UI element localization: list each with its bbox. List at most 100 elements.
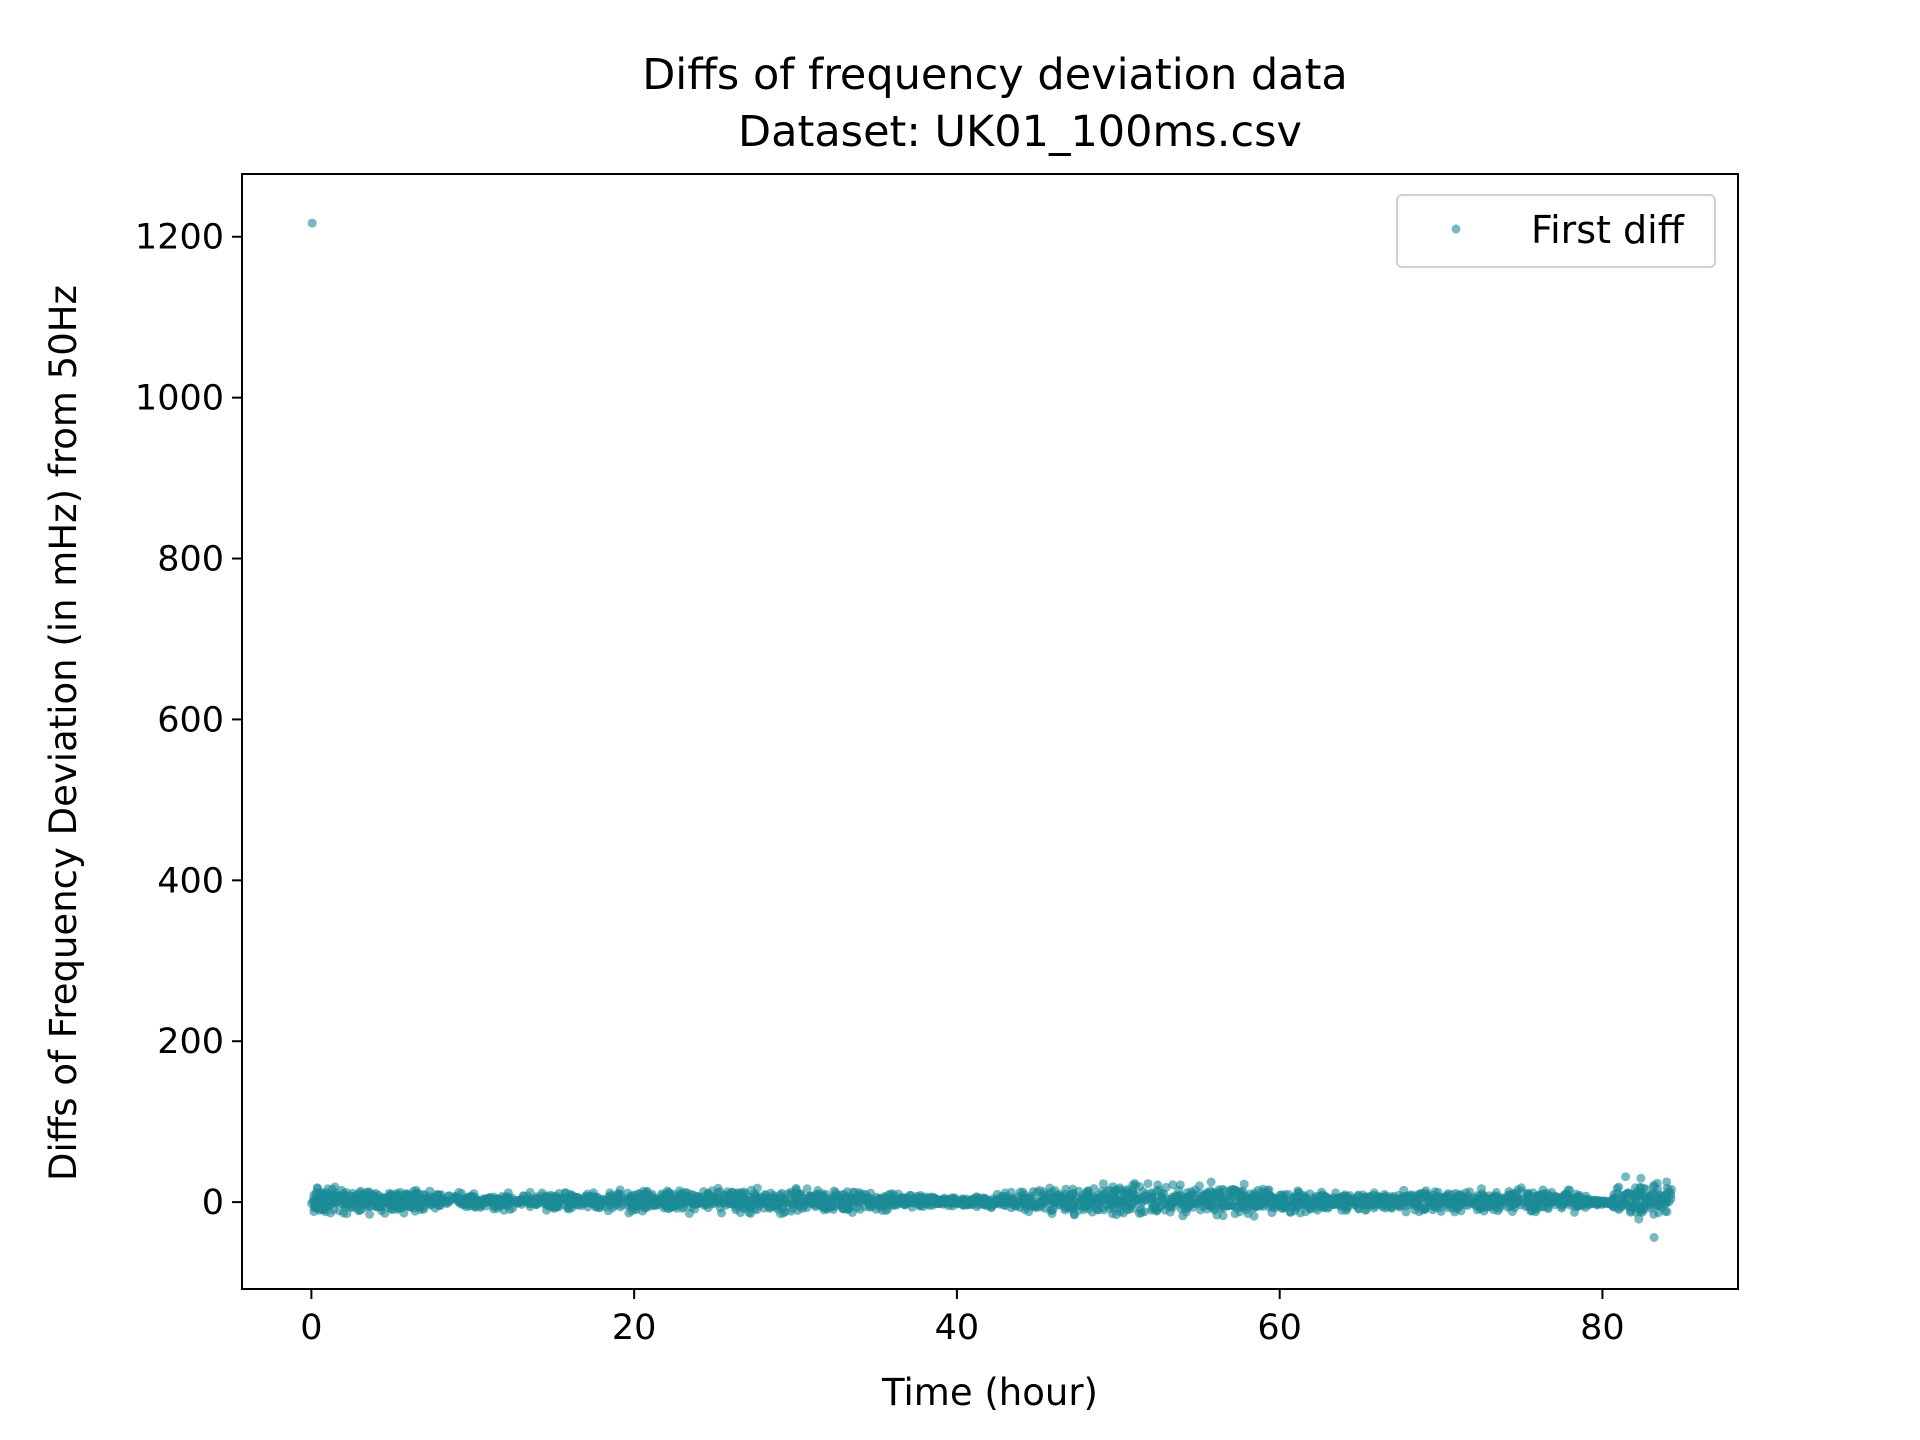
data-point [564, 1195, 574, 1205]
data-point [1074, 1201, 1084, 1211]
chart-title: Diffs of frequency deviation data [642, 50, 1348, 100]
data-point [1570, 1207, 1579, 1217]
data-point [465, 1191, 475, 1201]
outlier-point [307, 218, 317, 228]
points-layer [307, 218, 1676, 1242]
data-point [839, 1189, 849, 1199]
data-point [1433, 1187, 1443, 1197]
data-point [708, 1194, 718, 1204]
data-point [457, 1188, 466, 1198]
data-point [1207, 1200, 1217, 1210]
data-point [1165, 1207, 1175, 1217]
chart-subtitle: Dataset: UK01_100ms.csv [738, 107, 1302, 157]
data-point [1461, 1193, 1471, 1203]
data-point [1428, 1196, 1438, 1206]
data-point [766, 1193, 776, 1203]
data-point [495, 1201, 505, 1211]
y-tick-label: 1000 [135, 379, 224, 419]
y-tick-label: 200 [157, 1022, 224, 1062]
data-point [511, 1198, 521, 1208]
data-point [1469, 1193, 1478, 1203]
data-point [935, 1197, 945, 1207]
data-point [770, 1200, 780, 1210]
data-point [1320, 1192, 1330, 1201]
data-point [311, 1188, 321, 1198]
data-point [605, 1188, 615, 1198]
data-point [1592, 1199, 1602, 1209]
data-point [1048, 1204, 1058, 1214]
data-point [907, 1198, 917, 1208]
data-point [878, 1194, 888, 1204]
data-point [1634, 1214, 1644, 1224]
data-point [628, 1190, 638, 1200]
data-point [1241, 1199, 1251, 1209]
data-point [308, 1197, 318, 1207]
data-point [1206, 1177, 1216, 1187]
data-point [1239, 1179, 1249, 1189]
legend-marker [1451, 224, 1461, 234]
data-point [723, 1197, 733, 1207]
x-tick-label: 60 [1257, 1308, 1302, 1348]
data-point [1452, 1198, 1462, 1208]
data-point [606, 1196, 616, 1206]
data-point [442, 1199, 452, 1209]
data-point [798, 1193, 808, 1203]
data-point [1082, 1201, 1092, 1211]
data-point [1214, 1185, 1224, 1195]
data-point [1047, 1187, 1057, 1197]
data-point [1632, 1187, 1642, 1196]
data-point [1357, 1199, 1366, 1209]
data-point [468, 1198, 478, 1208]
data-point [480, 1196, 490, 1206]
data-point [1129, 1193, 1139, 1203]
data-point [661, 1200, 671, 1210]
data-point [1654, 1208, 1663, 1218]
data-point [1025, 1200, 1035, 1210]
y-tick-label: 1200 [135, 218, 224, 258]
data-point [1083, 1186, 1093, 1196]
y-tick-label: 0 [202, 1183, 224, 1223]
data-point [1218, 1211, 1228, 1221]
data-point [1184, 1198, 1193, 1207]
data-point [1172, 1193, 1182, 1203]
data-point [1232, 1203, 1242, 1213]
data-point [1649, 1189, 1659, 1199]
data-point [1405, 1191, 1415, 1201]
data-point [542, 1200, 552, 1210]
data-point [639, 1186, 649, 1196]
x-axis-label: Time (hour) [881, 1371, 1098, 1414]
data-point [746, 1192, 755, 1202]
data-point [893, 1195, 903, 1205]
data-point [858, 1189, 868, 1199]
data-point [1639, 1192, 1649, 1201]
data-point [791, 1197, 800, 1207]
data-point [1215, 1198, 1225, 1208]
data-point [433, 1190, 443, 1200]
data-point [838, 1204, 848, 1214]
data-point [319, 1204, 329, 1214]
data-point [1621, 1172, 1631, 1182]
data-point [603, 1206, 613, 1216]
data-point [1612, 1183, 1622, 1193]
data-point [593, 1197, 602, 1207]
data-point [1102, 1192, 1112, 1202]
data-point [1157, 1192, 1167, 1202]
data-point [1646, 1203, 1656, 1213]
data-point [734, 1201, 744, 1211]
data-point [756, 1197, 765, 1206]
data-point [1615, 1198, 1625, 1208]
data-point [1412, 1191, 1422, 1201]
data-point [786, 1190, 796, 1199]
data-point [1181, 1207, 1191, 1217]
data-point [1636, 1173, 1646, 1183]
data-point [1105, 1204, 1115, 1214]
data-point [1108, 1182, 1118, 1192]
data-point [503, 1196, 513, 1206]
data-point [1428, 1205, 1438, 1215]
data-point [802, 1184, 812, 1194]
data-point [531, 1192, 541, 1202]
data-point [777, 1196, 787, 1206]
data-point [1307, 1198, 1317, 1208]
plot-frame [241, 173, 1739, 1290]
data-point [690, 1204, 700, 1214]
